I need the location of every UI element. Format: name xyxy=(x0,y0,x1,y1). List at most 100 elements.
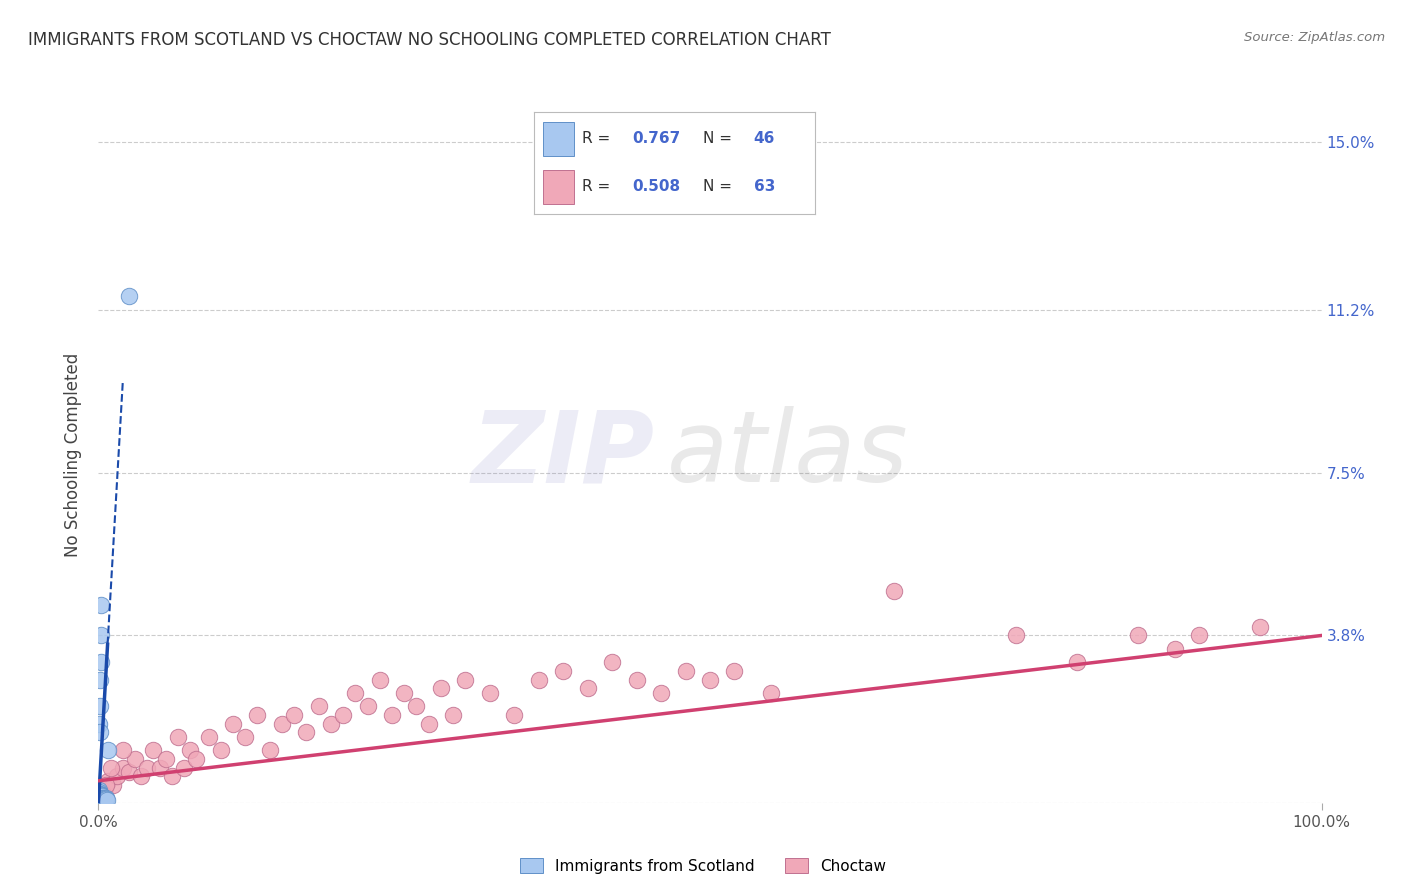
Point xyxy=(89,716,111,731)
Point xyxy=(89,793,111,807)
Point xyxy=(124,752,146,766)
Point xyxy=(90,655,112,669)
Point xyxy=(319,716,342,731)
Point xyxy=(761,686,783,700)
Point xyxy=(89,792,111,806)
Point xyxy=(356,698,378,713)
Point xyxy=(111,761,134,775)
Point xyxy=(87,782,110,797)
Point xyxy=(246,707,269,722)
Point xyxy=(89,793,111,807)
Point xyxy=(136,761,159,775)
Point xyxy=(454,673,477,687)
Point xyxy=(90,628,112,642)
Point xyxy=(94,778,117,792)
Point xyxy=(179,743,201,757)
Point xyxy=(142,743,165,757)
Point xyxy=(93,793,115,807)
Point xyxy=(91,787,114,801)
Point xyxy=(94,791,117,805)
Text: ZIP: ZIP xyxy=(472,407,655,503)
Point xyxy=(87,787,110,801)
Point xyxy=(600,655,623,669)
Text: 0.767: 0.767 xyxy=(633,130,681,145)
Point xyxy=(89,787,111,801)
Point xyxy=(89,698,111,713)
Point xyxy=(96,793,118,807)
Point xyxy=(94,792,117,806)
Point xyxy=(90,790,112,805)
Point xyxy=(149,761,172,775)
Point xyxy=(478,686,501,700)
Text: IMMIGRANTS FROM SCOTLAND VS CHOCTAW NO SCHOOLING COMPLETED CORRELATION CHART: IMMIGRANTS FROM SCOTLAND VS CHOCTAW NO S… xyxy=(28,31,831,49)
Text: R =: R = xyxy=(582,179,610,194)
Point xyxy=(90,598,112,612)
Point xyxy=(381,707,404,722)
Point xyxy=(105,769,128,783)
Point xyxy=(155,752,177,766)
Point xyxy=(173,761,195,775)
Point xyxy=(270,716,294,731)
Point xyxy=(197,730,219,744)
Point xyxy=(295,725,318,739)
Point xyxy=(1066,655,1088,669)
Point xyxy=(90,792,112,806)
Point xyxy=(89,791,111,805)
Text: Source: ZipAtlas.com: Source: ZipAtlas.com xyxy=(1244,31,1385,45)
Bar xyxy=(543,122,574,155)
Point xyxy=(503,707,526,722)
Point xyxy=(90,788,112,802)
Point xyxy=(91,782,114,797)
Point xyxy=(97,773,120,788)
Point xyxy=(723,664,745,678)
Point xyxy=(89,792,111,806)
Point xyxy=(118,289,141,303)
Point xyxy=(430,681,453,696)
Point xyxy=(699,673,721,687)
Text: 46: 46 xyxy=(754,130,775,145)
Point xyxy=(89,789,111,804)
Point xyxy=(93,791,115,805)
Point xyxy=(93,787,115,801)
Text: 0.508: 0.508 xyxy=(633,179,681,194)
Point xyxy=(89,792,111,806)
Point xyxy=(308,698,330,713)
Bar xyxy=(543,170,574,204)
Point xyxy=(527,673,550,687)
Point xyxy=(576,681,599,696)
Point xyxy=(89,673,111,687)
Point xyxy=(89,791,111,805)
Point xyxy=(883,584,905,599)
Point xyxy=(259,743,281,757)
Point xyxy=(167,730,190,744)
Point xyxy=(209,743,232,757)
Point xyxy=(89,790,111,805)
Point xyxy=(89,785,111,799)
Point xyxy=(89,791,111,805)
Point xyxy=(675,664,697,678)
Point xyxy=(91,792,114,806)
Point xyxy=(129,769,152,783)
Point xyxy=(91,789,114,804)
Legend: Immigrants from Scotland, Choctaw: Immigrants from Scotland, Choctaw xyxy=(513,852,893,880)
Point xyxy=(441,707,464,722)
Point xyxy=(91,792,114,806)
Point xyxy=(1188,628,1211,642)
Point xyxy=(368,673,391,687)
Point xyxy=(111,743,134,757)
Point xyxy=(90,791,112,805)
Point xyxy=(1004,628,1026,642)
Point xyxy=(91,793,114,807)
Point xyxy=(1164,641,1187,656)
Point xyxy=(332,707,354,722)
Point xyxy=(160,769,183,783)
Point xyxy=(89,794,111,808)
Point xyxy=(344,686,367,700)
Text: N =: N = xyxy=(703,130,733,145)
Point xyxy=(96,792,118,806)
Point xyxy=(118,764,141,779)
Point xyxy=(100,761,122,775)
Point xyxy=(222,716,245,731)
Point xyxy=(101,778,124,792)
Point xyxy=(89,790,111,805)
